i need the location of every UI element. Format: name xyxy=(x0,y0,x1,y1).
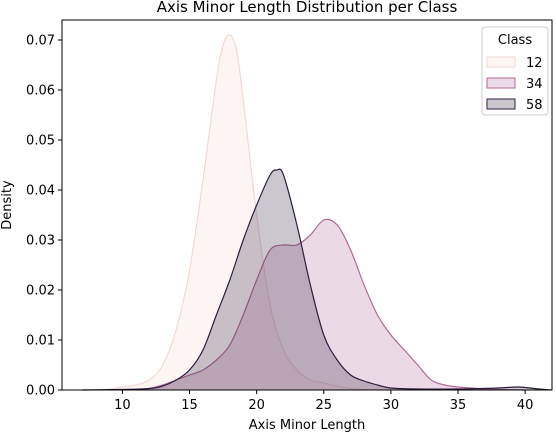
x-tick-label: 35 xyxy=(450,398,467,413)
y-tick-label: 0.04 xyxy=(26,184,55,199)
legend-swatch-58 xyxy=(486,98,516,110)
density-area-12 xyxy=(95,34,391,391)
y-tick-label: 0.00 xyxy=(26,384,55,399)
plot-frame xyxy=(61,19,553,391)
x-tick-label: 10 xyxy=(114,398,131,413)
x-tick-label: 20 xyxy=(248,398,265,413)
density-line-12 xyxy=(95,34,391,391)
density-line-58 xyxy=(82,168,553,391)
y-axis: 0.00 0.01 0.02 0.03 0.04 0.05 0.06 0.07 xyxy=(26,34,62,399)
density-area-34 xyxy=(135,219,526,390)
legend: Class 12 34 58 xyxy=(481,26,549,116)
legend-items: 12 34 58 xyxy=(486,56,543,113)
y-tick-label: 0.05 xyxy=(26,134,55,149)
x-axis-title: Axis Minor Length xyxy=(249,418,365,433)
legend-swatch-12 xyxy=(486,56,516,68)
legend-box xyxy=(481,26,549,116)
x-tick-label: 40 xyxy=(517,398,534,413)
y-tick-label: 0.07 xyxy=(26,34,55,49)
y-tick-label: 0.01 xyxy=(26,334,55,349)
plot-area xyxy=(82,34,553,391)
legend-label-12: 12 xyxy=(526,56,543,71)
x-axis: 10 15 20 25 30 35 40 xyxy=(114,390,533,413)
legend-title: Class xyxy=(498,33,532,48)
y-tick-label: 0.02 xyxy=(26,284,55,299)
legend-swatch-34 xyxy=(486,77,516,89)
density-area-58 xyxy=(82,169,552,390)
y-tick-label: 0.06 xyxy=(26,84,55,99)
density-line-34 xyxy=(135,218,526,391)
chart-title: Axis Minor Length Distribution per Class xyxy=(157,0,458,16)
x-tick-label: 30 xyxy=(383,398,400,413)
legend-label-34: 34 xyxy=(526,77,543,92)
legend-label-58: 58 xyxy=(526,98,543,113)
y-tick-label: 0.03 xyxy=(26,234,55,249)
x-tick-label: 15 xyxy=(181,398,198,413)
x-tick-label: 25 xyxy=(316,398,333,413)
y-axis-title: Density xyxy=(0,180,15,230)
